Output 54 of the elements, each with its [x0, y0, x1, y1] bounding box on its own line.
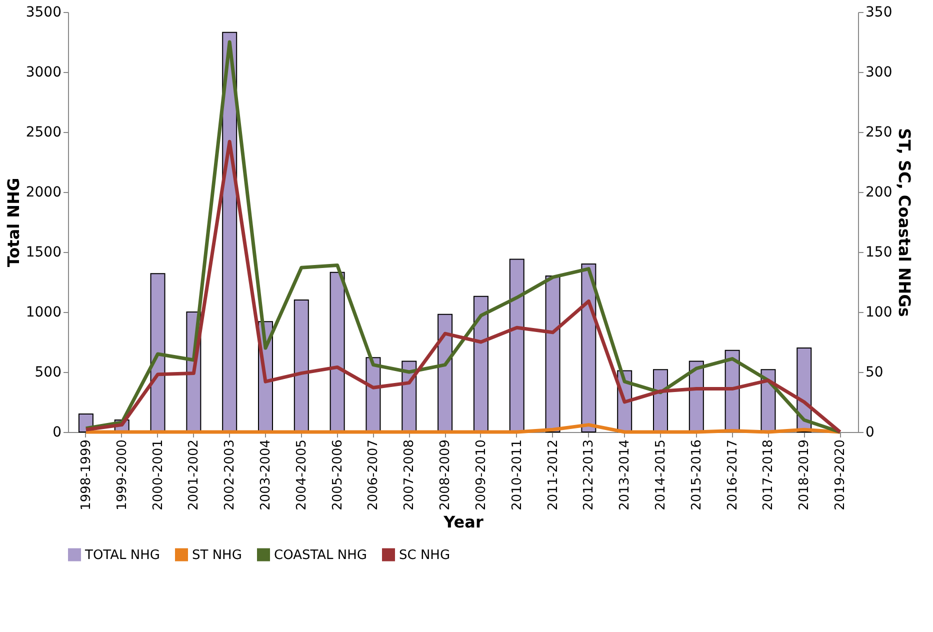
line-series: [84, 40, 842, 434]
x-tick-label: 2010-2011: [510, 440, 525, 510]
y2-tick-label: 200: [866, 184, 892, 200]
bar: [545, 276, 560, 432]
x-tick-label: 2015-2016: [689, 440, 704, 510]
x-tick-label: 2019-2020: [833, 440, 848, 510]
legend-label: COASTAL NHG: [274, 548, 367, 563]
bar: [150, 273, 166, 432]
y-tick-label: 1500: [26, 244, 62, 260]
x-axis-title: Year: [442, 512, 484, 532]
y-axis-title: Total NHG: [4, 178, 23, 268]
y-tick-label: 2500: [26, 124, 62, 140]
x-tick-label: 2000-2001: [150, 440, 166, 510]
x-tick-label: 2008-2009: [438, 440, 454, 510]
x-tick-label: 2018-2019: [797, 440, 812, 510]
x-tick-label: 2005-2006: [330, 440, 346, 510]
x-tick-label: 2004-2005: [294, 440, 310, 510]
x-tick-label: 2014-2015: [654, 440, 668, 510]
legend-label: TOTAL NHG: [84, 548, 160, 563]
y2-tick-label: 50: [866, 364, 884, 380]
y-tick-label: 2000: [26, 184, 62, 200]
bar: [473, 296, 488, 432]
line-series: [84, 140, 842, 434]
y2-tick-label: 100: [866, 304, 892, 320]
x-tick-label: 1999-2000: [114, 440, 130, 510]
y2-tick-label: 0: [866, 424, 874, 440]
y2-tick-label: 300: [866, 64, 892, 80]
x-tick-label: 2012-2013: [582, 440, 597, 510]
legend-label: SC NHG: [399, 548, 450, 563]
y-tick-label: 0: [52, 424, 62, 440]
y2-axis-title: ST, SC, Coastal NHGs: [895, 128, 914, 317]
y-tick-label: 3000: [26, 64, 62, 80]
line-series: [84, 423, 842, 434]
bar: [330, 272, 345, 432]
x-tick-label: 2016-2017: [725, 440, 740, 510]
x-tick-label: 2001-2002: [186, 440, 202, 510]
x-tick-label: 2003-2004: [258, 440, 274, 510]
legend-label: ST NHG: [192, 548, 242, 563]
y2-tick-label: 150: [866, 244, 892, 260]
y2-tick-label: 250: [866, 124, 892, 140]
bar: [509, 258, 524, 432]
x-tick-label: 2006-2007: [366, 440, 382, 510]
x-tick-label: 2007-2008: [402, 440, 418, 510]
y-tick-label: 1000: [26, 304, 62, 320]
x-tick-label: 2011-2012: [546, 440, 561, 510]
y-tick-label: 3500: [26, 4, 62, 20]
x-tick-label: 2009-2010: [474, 440, 489, 510]
x-tick-label: 2013-2014: [618, 440, 633, 510]
x-tick-label: 2002-2003: [222, 440, 238, 510]
y2-tick-label: 350: [866, 4, 892, 20]
bar: [294, 300, 309, 432]
x-tick-label: 1998-1999: [78, 440, 94, 510]
y-tick-label: 500: [34, 364, 62, 380]
x-tick-label: 2017-2018: [761, 440, 776, 510]
